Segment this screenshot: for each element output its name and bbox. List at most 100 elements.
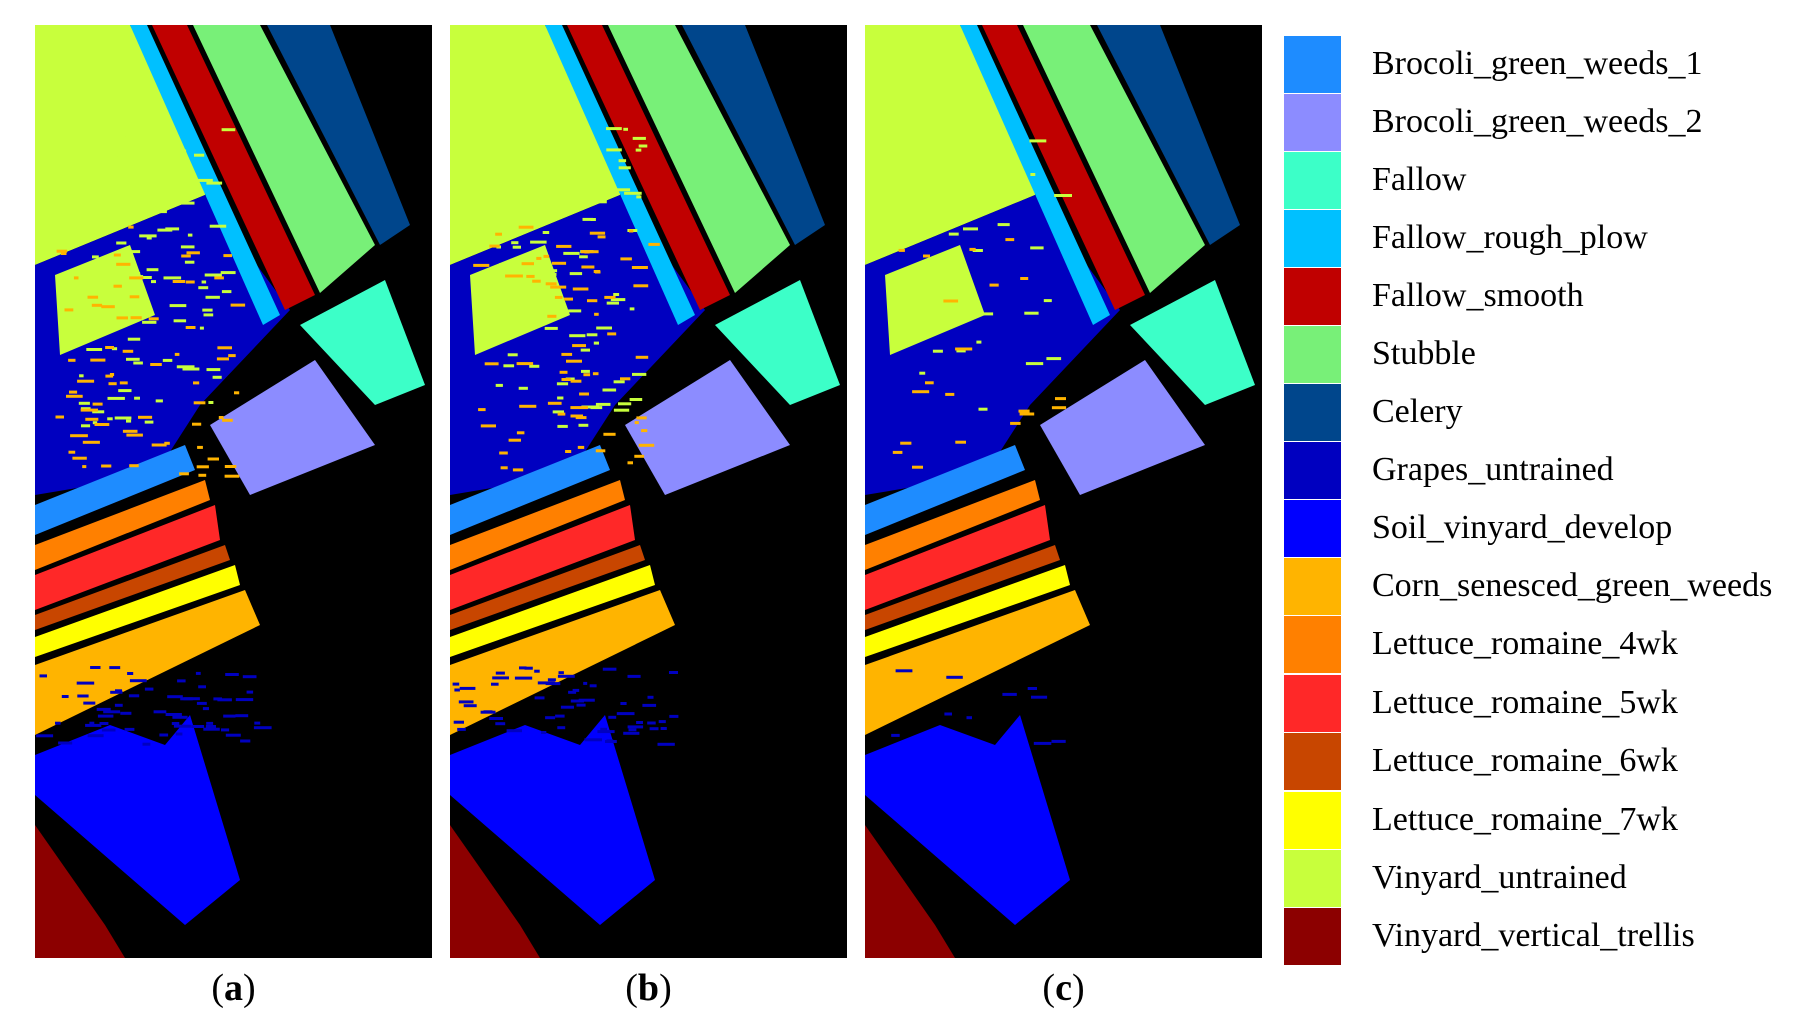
noise-pixel [221, 290, 232, 294]
noise-pixel [480, 710, 496, 714]
noise-pixel [502, 129, 508, 133]
noise-pixel [56, 249, 68, 253]
noise-pixel [581, 369, 590, 373]
noise-pixel [61, 695, 69, 698]
noise-pixel [634, 454, 645, 458]
noise-pixel [539, 272, 557, 276]
noise-pixel [80, 231, 86, 234]
noise-pixel [133, 189, 140, 193]
noise-pixel [144, 420, 154, 424]
noise-pixel [548, 194, 557, 198]
noise-pixel [649, 727, 659, 731]
noise-pixel [82, 440, 100, 444]
noise-pixel [87, 295, 99, 299]
field-fallow [715, 280, 840, 405]
noise-pixel [205, 295, 220, 299]
noise-pixel [514, 676, 533, 680]
noise-pixel [205, 725, 216, 728]
noise-pixel [1027, 687, 1037, 690]
noise-pixel [225, 733, 241, 737]
field-stubble [1023, 25, 1205, 293]
noise-pixel [163, 190, 172, 194]
noise-pixel [107, 396, 125, 400]
noise-pixel [60, 252, 67, 255]
noise-pixel [235, 714, 249, 718]
noise-pixel [55, 415, 64, 419]
noise-pixel [627, 674, 641, 678]
noise-pixel [914, 160, 927, 164]
noise-pixel [546, 269, 558, 273]
noise-pixel [891, 733, 900, 737]
noise-pixel [945, 392, 955, 396]
field-brocoli-2 [1040, 360, 1205, 495]
noise-pixel [69, 390, 78, 394]
noise-pixel [77, 694, 89, 698]
legend-swatch [1284, 442, 1341, 499]
noise-pixel [1002, 692, 1017, 696]
legend-item: Fallow [1284, 152, 1813, 209]
noise-pixel [64, 308, 74, 312]
legend-item: Lettuce_romaine_5wk [1284, 675, 1813, 732]
noise-pixel [129, 679, 147, 683]
noise-pixel [118, 389, 132, 393]
noise-pixel [636, 195, 642, 199]
field-vinyard-untrained [450, 25, 620, 265]
noise-pixel [1029, 139, 1047, 143]
noise-pixel [172, 715, 188, 719]
noise-pixel [584, 250, 590, 254]
band-lettuce-4wk [35, 480, 210, 570]
noise-pixel [92, 255, 99, 259]
noise-pixel [561, 131, 567, 135]
noise-pixel [173, 192, 186, 196]
noise-pixel [632, 372, 647, 376]
noise-pixel [253, 726, 272, 730]
noise-pixel [527, 136, 536, 140]
noise-pixel [58, 741, 73, 745]
noise-pixel [523, 165, 530, 169]
noise-pixel [570, 414, 583, 418]
noise-pixel [499, 263, 505, 267]
band-lettuce-6wk [450, 545, 645, 630]
noise-pixel [79, 374, 84, 378]
field-corn [450, 590, 675, 735]
noise-pixel [83, 701, 96, 705]
noise-pixel [552, 410, 564, 414]
noise-pixel [669, 714, 679, 718]
noise-pixel [72, 456, 87, 460]
noise-pixel [87, 177, 98, 181]
noise-pixel [537, 681, 555, 685]
noise-pixel [223, 254, 232, 258]
noise-pixel [114, 703, 123, 707]
noise-pixel [1046, 357, 1062, 361]
noise-pixel [544, 219, 551, 223]
noise-pixel [206, 368, 221, 372]
noise-pixel [174, 352, 180, 356]
noise-pixel [613, 408, 630, 412]
noise-pixel [116, 241, 127, 245]
noise-pixel [120, 206, 126, 210]
caption-c: (c) [1042, 967, 1085, 1009]
field-stubble [608, 25, 790, 293]
noise-pixel [606, 301, 619, 305]
noise-pixel [198, 473, 207, 477]
noise-pixel [454, 688, 460, 692]
noise-pixel [103, 710, 121, 714]
noise-pixel [181, 254, 191, 258]
band-lettuce-5wk [865, 505, 1050, 610]
noise-pixel [129, 276, 144, 280]
noise-pixel [613, 293, 620, 296]
noise-pixel [101, 728, 116, 732]
strip-fallow-smooth [152, 25, 315, 310]
legend-label: Fallow_smooth [1372, 277, 1584, 314]
noise-pixel [966, 716, 972, 720]
caption-b: (b) [625, 967, 672, 1009]
noise-pixel [521, 262, 534, 266]
noise-pixel [94, 213, 104, 217]
band-lettuce-6wk [865, 545, 1060, 630]
noise-pixel [212, 375, 222, 379]
band-lettuce-6wk [35, 545, 230, 630]
noise-pixel [127, 337, 141, 341]
noise-pixel [223, 714, 236, 718]
legend-swatch [1284, 94, 1341, 151]
noise-pixel [572, 688, 580, 692]
